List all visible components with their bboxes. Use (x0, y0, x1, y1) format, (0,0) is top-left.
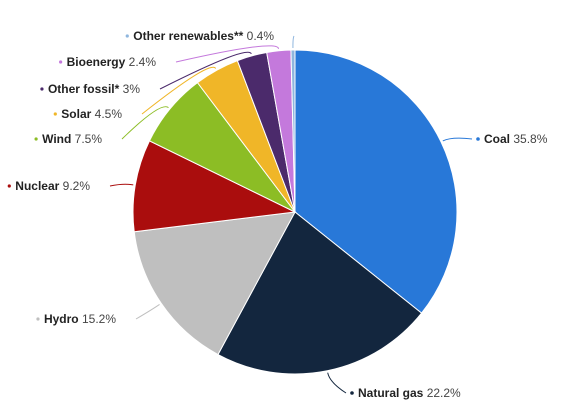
leader-line-hydro (135, 304, 160, 320)
pie-slice-nuclear (132, 140, 297, 233)
leader-line-wind (121, 106, 169, 140)
slice-value-nuclear: 9.2% (59, 179, 90, 193)
label-dot-coal (476, 137, 480, 141)
label-dot-natural-gas (350, 391, 354, 395)
slice-name-solar: Solar (61, 107, 91, 121)
data-label-wind: Wind 7.5% (34, 132, 102, 146)
slice-name-natural-gas: Natural gas (358, 386, 424, 400)
data-label-hydro: Hydro 15.2% (36, 312, 116, 326)
leader-line-solar (141, 66, 217, 115)
label-lead-dot-nuclear (7, 184, 11, 188)
label-lead-dot-other-renewables (125, 34, 129, 38)
leader-line-bioenergy (175, 45, 280, 63)
slice-name-other-fossil: Other fossil* (48, 82, 120, 96)
slice-value-wind: 7.5% (71, 132, 102, 146)
leader-line-natural-gas (327, 372, 347, 394)
slice-name-wind: Wind (42, 132, 71, 146)
pie-slice-other-renewables (290, 49, 296, 213)
label-text-bioenergy: Bioenergy 2.4% (67, 55, 157, 69)
pie-slice-natural-gas (217, 211, 423, 375)
data-label-solar: Solar 4.5% (53, 107, 122, 121)
leader-line-other-fossil (159, 51, 252, 90)
leader-line-coal (442, 137, 473, 142)
label-text-nuclear: Nuclear 9.2% (15, 179, 90, 193)
label-lead-dot-wind (34, 137, 38, 141)
slice-value-hydro: 15.2% (79, 312, 117, 326)
leader-line-nuclear (109, 183, 134, 187)
label-text-natural-gas: Natural gas 22.2% (358, 386, 461, 400)
data-label-coal: Coal 35.8% (476, 132, 548, 146)
slice-name-coal: Coal (484, 132, 510, 146)
label-text-wind: Wind 7.5% (42, 132, 102, 146)
label-text-other-fossil: Other fossil* 3% (48, 82, 140, 96)
slice-value-coal: 35.8% (510, 132, 548, 146)
slice-name-bioenergy: Bioenergy (67, 55, 126, 69)
data-label-bioenergy: Bioenergy 2.4% (59, 55, 156, 69)
slice-value-other-renewables: 0.4% (243, 29, 274, 43)
label-lead-dot-bioenergy (59, 60, 63, 64)
slice-name-nuclear: Nuclear (15, 179, 59, 193)
pie-slice-coal (294, 49, 458, 314)
data-label-nuclear: Nuclear 9.2% (7, 179, 90, 193)
data-label-other-fossil: Other fossil* 3% (40, 82, 140, 96)
label-lead-dot-solar (53, 112, 57, 116)
slice-name-other-renewables: Other renewables** (133, 29, 243, 43)
label-text-solar: Solar 4.5% (61, 107, 122, 121)
label-text-coal: Coal 35.8% (484, 132, 548, 146)
slice-value-natural-gas: 22.2% (423, 386, 461, 400)
data-label-other-renewables: Other renewables** 0.4% (125, 29, 274, 43)
data-label-natural-gas: Natural gas 22.2% (350, 386, 461, 400)
slice-value-solar: 4.5% (91, 107, 122, 121)
slice-value-bioenergy: 2.4% (125, 55, 156, 69)
slice-name-hydro: Hydro (44, 312, 79, 326)
label-text-hydro: Hydro 15.2% (44, 312, 116, 326)
slice-value-other-fossil: 3% (119, 82, 140, 96)
label-lead-dot-other-fossil (40, 87, 44, 91)
label-text-other-renewables: Other renewables** 0.4% (133, 29, 274, 43)
label-lead-dot-hydro (36, 317, 40, 321)
pie-slice-hydro (133, 211, 296, 356)
leader-line-other-renewables (292, 35, 295, 49)
